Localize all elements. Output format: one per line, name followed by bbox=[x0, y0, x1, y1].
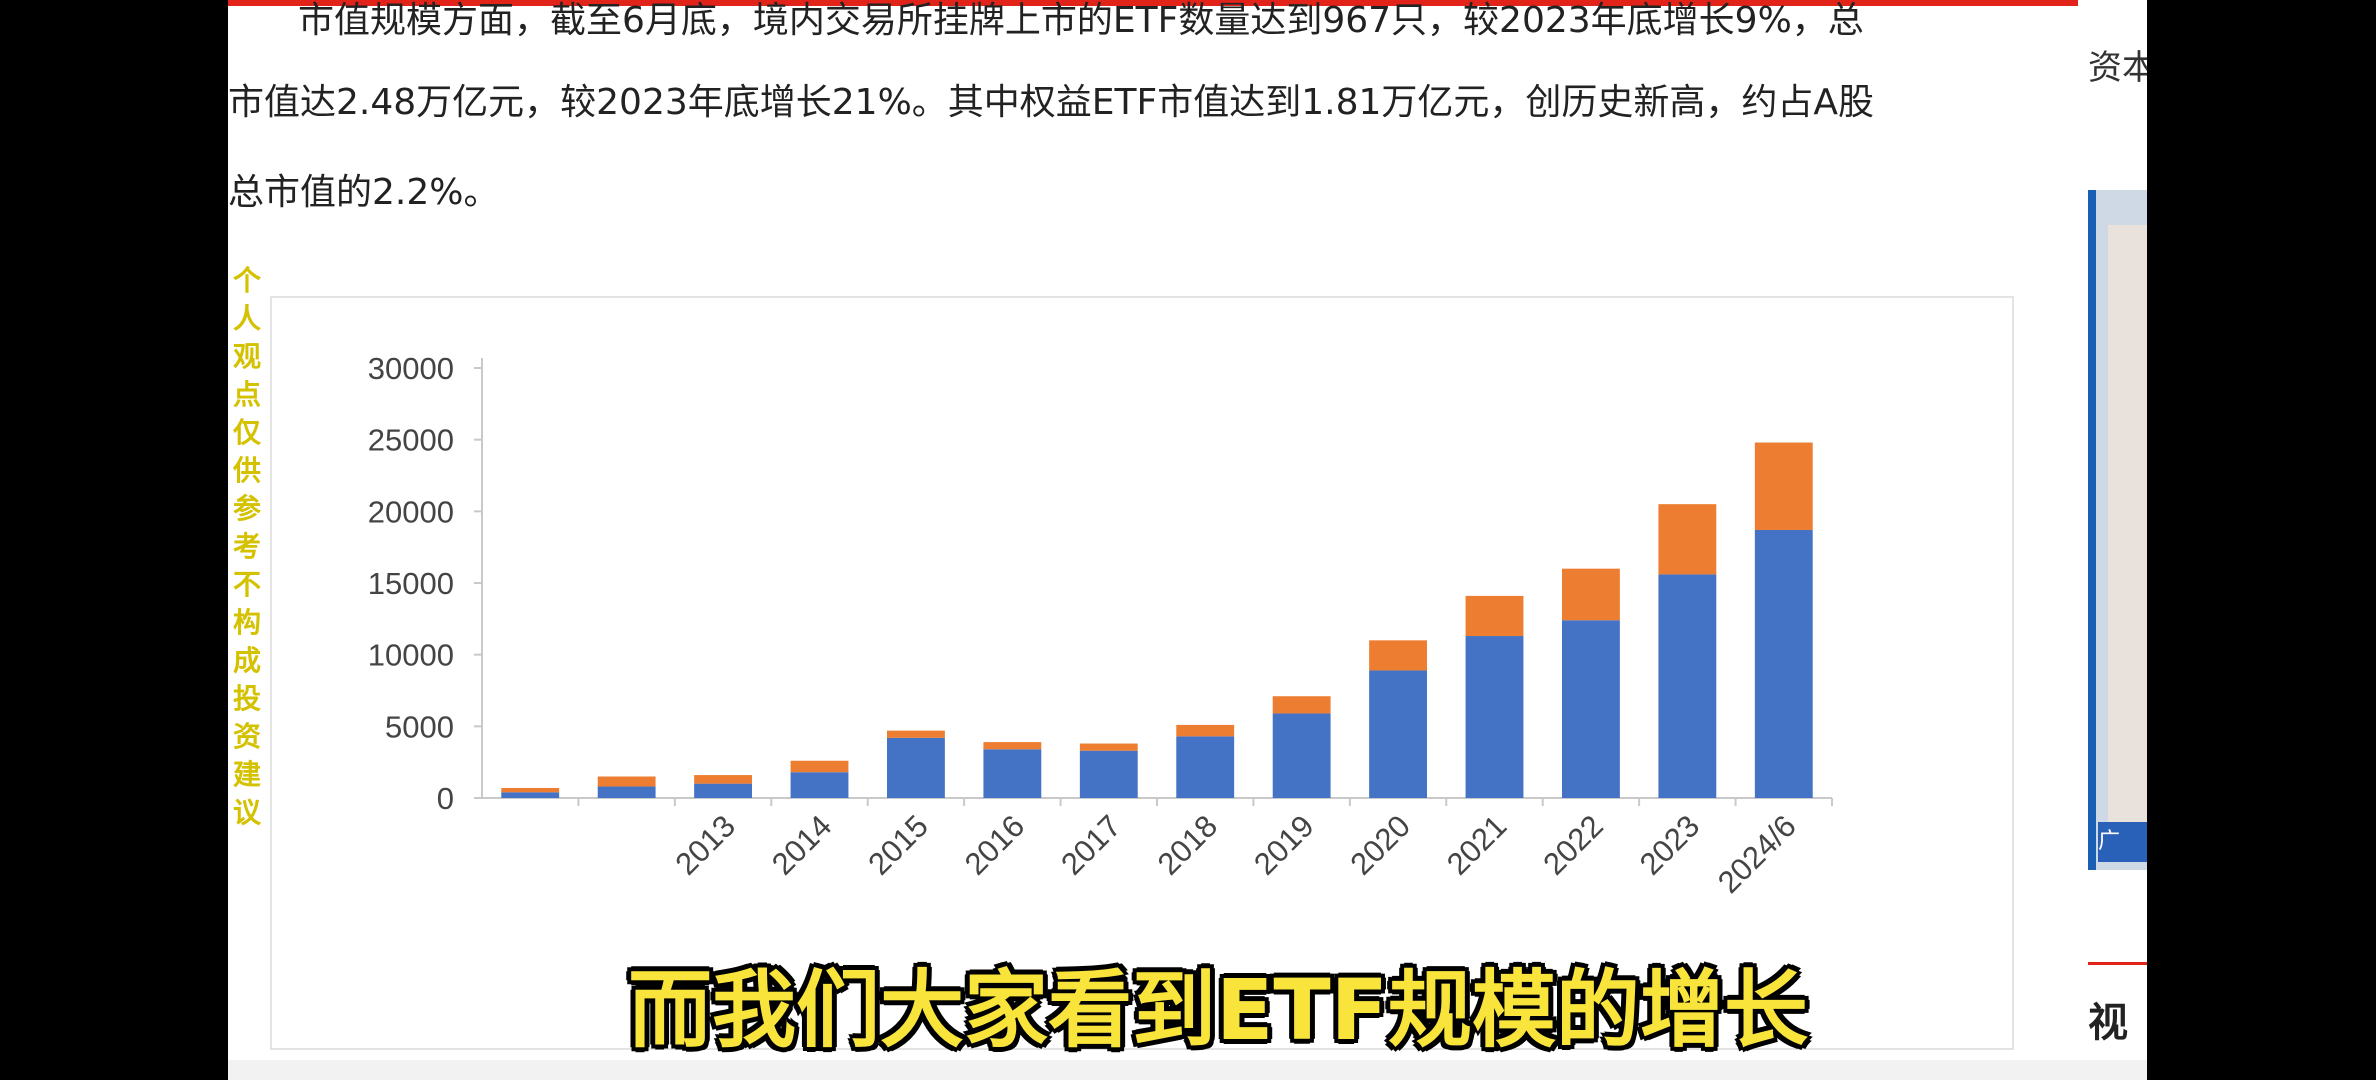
sidebar-ad-image bbox=[2108, 225, 2147, 825]
x-tick-label: 2019 bbox=[1247, 808, 1321, 882]
y-tick-label: 10000 bbox=[368, 638, 454, 673]
bar-segment-1-2023 bbox=[1658, 504, 1717, 575]
x-tick-label: 2023 bbox=[1633, 808, 1707, 882]
bar-segment-1-2019 bbox=[1272, 696, 1331, 714]
bar-segment-0-2018 bbox=[1176, 736, 1235, 798]
bar-segment-0-2021 bbox=[1465, 636, 1524, 798]
article-paragraph-line: 市值达2.48万亿元，较2023年底增长21%。其中权益ETF市值达到1.81万… bbox=[228, 82, 1875, 123]
bar-segment-1-2011 bbox=[501, 787, 560, 793]
bar-segment-1-2012 bbox=[597, 776, 656, 787]
bar-segment-0-2013 bbox=[694, 783, 752, 798]
x-tick-label: 2020 bbox=[1344, 808, 1418, 882]
bar-segment-1-2020 bbox=[1369, 640, 1427, 671]
x-tick-label: 2022 bbox=[1536, 808, 1610, 882]
y-tick-label: 25000 bbox=[368, 423, 454, 458]
bar-segment-0-2012 bbox=[597, 786, 656, 798]
bottom-strip bbox=[228, 1060, 2147, 1080]
bar-segment-1-2024-6 bbox=[1754, 442, 1813, 530]
x-tick-label: 2017 bbox=[1054, 808, 1128, 882]
bar-segment-1-2017 bbox=[1079, 743, 1138, 751]
sidebar-heading: 视 bbox=[2088, 1000, 2128, 1046]
etf-chart: 0 5000 10000 15000 20000 25000 30000 2013 2014 20… bbox=[270, 296, 2014, 1050]
bar-segment-1-2014 bbox=[790, 760, 849, 773]
bar-segment-0-2019 bbox=[1272, 713, 1331, 798]
sidebar-ad-caption: 广 bbox=[2098, 822, 2147, 862]
y-tick-label: 0 bbox=[437, 781, 454, 816]
x-tick-label: 2015 bbox=[861, 808, 935, 882]
bar-segment-1-2013 bbox=[694, 775, 752, 784]
bar-segment-0-2024-6 bbox=[1754, 529, 1813, 798]
x-tick-label: 2016 bbox=[958, 808, 1032, 882]
disclaimer-watermark: 个人观点仅供参考 不构成投资建议 bbox=[232, 264, 261, 829]
top-accent-bar bbox=[228, 0, 2147, 6]
article-screen: 市值规模方面，截至6月底，境内交易所挂牌上市的ETF数量达到967只，较2023… bbox=[228, 0, 2147, 1080]
article-paragraph-line: 总市值的2.2%。 bbox=[228, 172, 500, 213]
chart-cover-strip bbox=[402, 868, 677, 922]
sidebar-divider bbox=[2088, 962, 2147, 965]
x-tick-label: 2014 bbox=[765, 808, 839, 882]
y-tick-label: 5000 bbox=[385, 709, 454, 744]
sidebar: 资本 广 视 bbox=[2078, 0, 2147, 1080]
bar-segment-1-2022 bbox=[1562, 568, 1620, 621]
bar-segment-0-2011 bbox=[501, 792, 560, 798]
article-paragraph-line: 市值规模方面，截至6月底，境内交易所挂牌上市的ETF数量达到967只，较2023… bbox=[298, 0, 1864, 41]
article-body: 市值规模方面，截至6月底，境内交易所挂牌上市的ETF数量达到967只，较2023… bbox=[228, 0, 2147, 1080]
bar-segment-0-2022 bbox=[1562, 620, 1620, 798]
bar-segment-0-2015 bbox=[887, 737, 945, 798]
bar-segment-1-2016 bbox=[983, 742, 1042, 750]
bar-segment-1-2018 bbox=[1176, 724, 1235, 737]
bar-segment-0-2017 bbox=[1079, 750, 1138, 798]
x-tick-label: 2024/6 bbox=[1711, 808, 1803, 900]
y-tick-label: 20000 bbox=[368, 494, 454, 529]
bar-segment-0-2014 bbox=[790, 772, 849, 798]
x-tick-label: 2021 bbox=[1440, 808, 1514, 882]
bar-segment-0-2020 bbox=[1369, 670, 1427, 798]
etf-chart-svg: 0 5000 10000 15000 20000 25000 30000 2013 2014 20… bbox=[368, 351, 1833, 900]
x-tick-label: 2013 bbox=[669, 808, 743, 882]
bar-segment-1-2015 bbox=[887, 730, 945, 738]
y-tick-label: 30000 bbox=[368, 351, 454, 386]
bar-segment-1-2021 bbox=[1465, 595, 1524, 637]
video-subtitle: 而我们大家看到ETF规模的增长 bbox=[627, 961, 1809, 1059]
bar-segment-0-2023 bbox=[1658, 574, 1717, 798]
x-tick-label: 2018 bbox=[1151, 808, 1225, 882]
sidebar-text[interactable]: 资本 bbox=[2088, 48, 2147, 88]
bar-segment-0-2016 bbox=[983, 749, 1042, 798]
y-tick-label: 15000 bbox=[368, 566, 454, 601]
